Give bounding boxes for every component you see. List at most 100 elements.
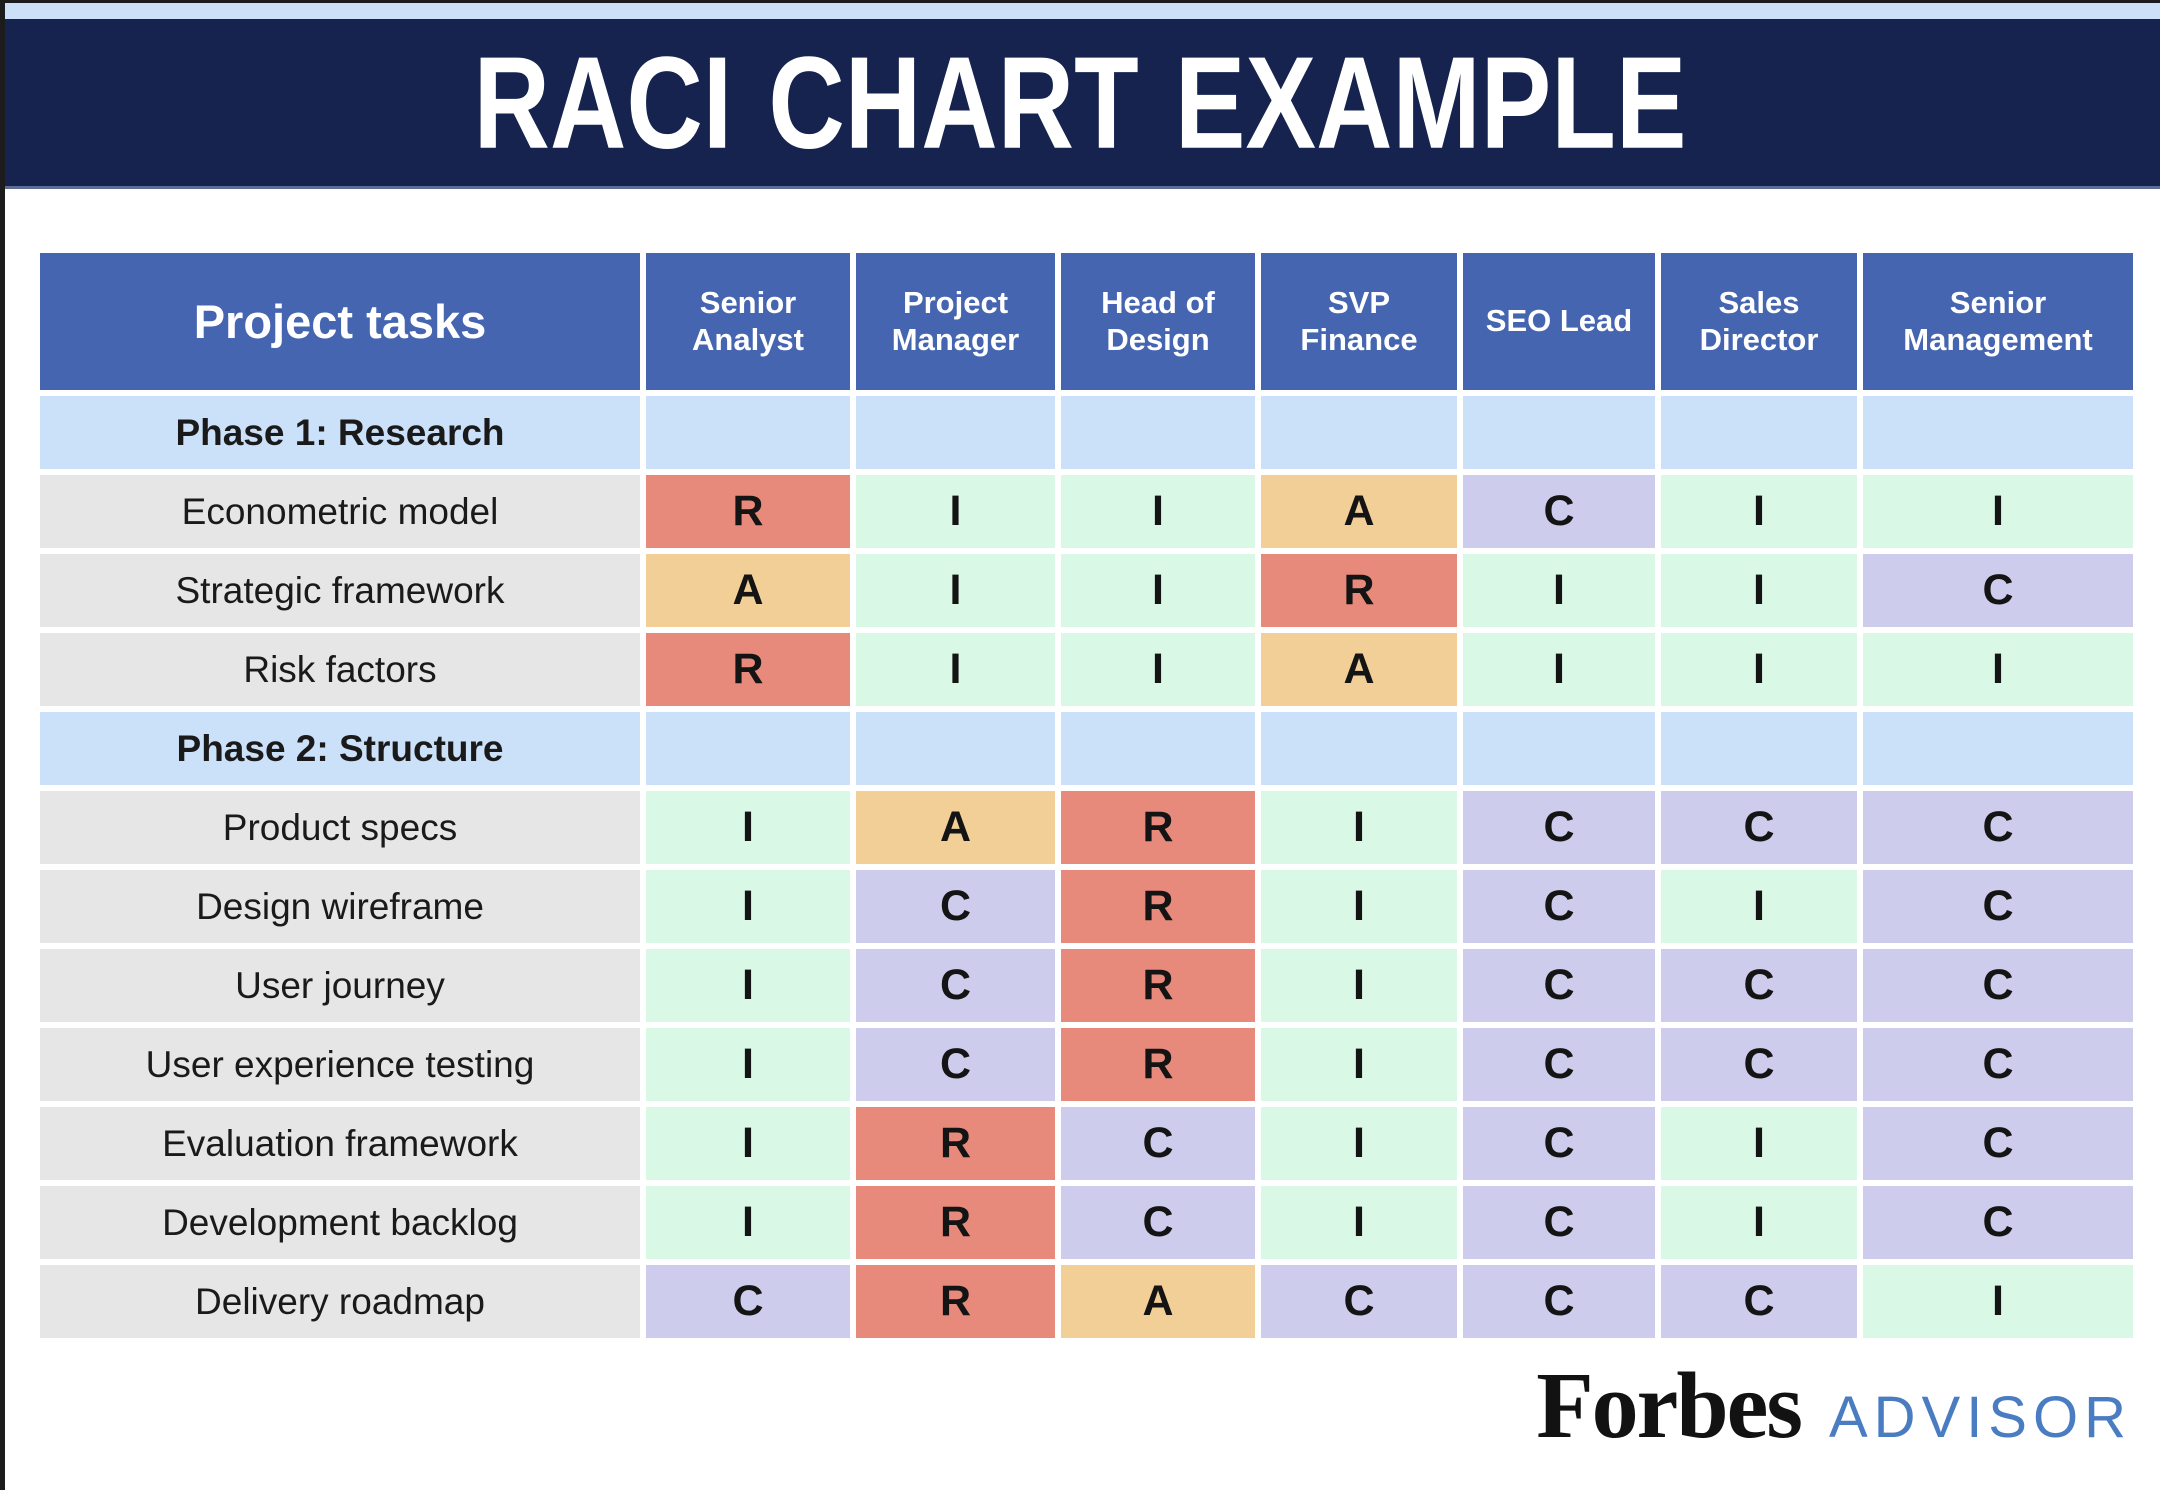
raci-cell-C: C [1463,1028,1655,1101]
raci-cell-C: C [1661,1028,1857,1101]
page-title: RACI CHART EXAMPLE [473,29,1687,176]
task-label: Evaluation framework [40,1107,640,1180]
phase-row-cell [1061,712,1255,785]
raci-cell-I: I [1863,475,2133,548]
raci-cell-C: C [1661,1265,1857,1338]
raci-cell-I: I [646,870,850,943]
raci-cell-C: C [1463,870,1655,943]
raci-cell-C: C [1863,554,2133,627]
raci-cell-I: I [646,1028,850,1101]
phase-row-cell [1863,396,2133,469]
raci-cell-I: I [1661,554,1857,627]
raci-cell-R: R [1061,791,1255,864]
raci-cell-R: R [856,1265,1055,1338]
phase-row-cell [856,712,1055,785]
column-header-head-of-design: Head of Design [1061,253,1255,390]
raci-cell-I: I [1261,1028,1457,1101]
raci-cell-R: R [1261,554,1457,627]
task-label: Development backlog [40,1186,640,1259]
raci-cell-C: C [1061,1186,1255,1259]
raci-cell-I: I [856,475,1055,548]
raci-cell-I: I [1863,1265,2133,1338]
column-header-svp-finance: SVP Finance [1261,253,1457,390]
raci-table: Project tasks Senior Analyst Project Manag… [40,253,2133,1338]
raci-cell-I: I [646,949,850,1022]
task-label: Design wireframe [40,870,640,943]
raci-cell-C: C [1863,870,2133,943]
task-label: Econometric model [40,475,640,548]
phase-row-cell [1261,396,1457,469]
column-header-project-manager: Project Manager [856,253,1055,390]
raci-cell-I: I [1463,554,1655,627]
column-header-senior-analyst: Senior Analyst [646,253,850,390]
raci-grid: Project tasks Senior Analyst Project Manag… [40,253,2133,1338]
raci-cell-C: C [1463,1107,1655,1180]
top-strip [0,3,2160,19]
raci-cell-I: I [1261,1186,1457,1259]
column-header-sales-director: Sales Director [1661,253,1857,390]
raci-cell-I: I [1661,475,1857,548]
raci-cell-R: R [646,633,850,706]
screen-edge-top [0,0,2160,3]
raci-cell-I: I [1661,870,1857,943]
phase-row-cell [1661,396,1857,469]
phase-row-cell [1261,712,1457,785]
phase-row-cell [646,396,850,469]
raci-cell-I: I [646,791,850,864]
raci-cell-I: I [1661,1107,1857,1180]
phase-row-cell [1661,712,1857,785]
advisor-logo-text: ADVISOR [1828,1385,2132,1450]
raci-cell-C: C [1863,791,2133,864]
footer-brand: Forbes ADVISOR [1536,1352,2132,1460]
raci-cell-R: R [1061,949,1255,1022]
title-band: RACI CHART EXAMPLE [0,19,2160,189]
column-header-seo-lead: SEO Lead [1463,253,1655,390]
raci-cell-R: R [1061,1028,1255,1101]
task-label: Strategic framework [40,554,640,627]
raci-cell-A: A [1261,633,1457,706]
phase-row-cell [856,396,1055,469]
phase-row-label: Phase 2: Structure [40,712,640,785]
raci-cell-C: C [1463,1186,1655,1259]
phase-row-cell [1463,396,1655,469]
raci-cell-C: C [1863,949,2133,1022]
raci-cell-A: A [1061,1265,1255,1338]
raci-cell-R: R [856,1107,1055,1180]
phase-row-cell [1463,712,1655,785]
task-label: Product specs [40,791,640,864]
raci-cell-R: R [646,475,850,548]
raci-cell-I: I [1863,633,2133,706]
raci-cell-C: C [1863,1107,2133,1180]
raci-cell-I: I [1261,949,1457,1022]
raci-cell-A: A [856,791,1055,864]
raci-cell-I: I [1261,791,1457,864]
raci-cell-C: C [1463,475,1655,548]
raci-cell-C: C [1463,791,1655,864]
raci-cell-I: I [646,1186,850,1259]
phase-row-cell [1863,712,2133,785]
phase-row-label: Phase 1: Research [40,396,640,469]
raci-cell-I: I [856,554,1055,627]
task-label: User experience testing [40,1028,640,1101]
raci-cell-C: C [646,1265,850,1338]
raci-cell-C: C [1463,949,1655,1022]
raci-cell-I: I [646,1107,850,1180]
raci-cell-A: A [1261,475,1457,548]
screen-edge-left [0,0,5,1490]
raci-cell-I: I [1261,1107,1457,1180]
raci-cell-C: C [1863,1028,2133,1101]
raci-cell-R: R [856,1186,1055,1259]
raci-cell-C: C [1661,949,1857,1022]
raci-cell-C: C [1863,1186,2133,1259]
task-label: Delivery roadmap [40,1265,640,1338]
column-header-project-tasks: Project tasks [40,253,640,390]
raci-cell-I: I [856,633,1055,706]
raci-cell-I: I [1061,475,1255,548]
phase-row-cell [646,712,850,785]
raci-cell-C: C [856,1028,1055,1101]
raci-cell-I: I [1261,870,1457,943]
phase-row-cell [1061,396,1255,469]
raci-cell-A: A [646,554,850,627]
forbes-logo: Forbes [1536,1354,1803,1458]
raci-cell-C: C [1061,1107,1255,1180]
